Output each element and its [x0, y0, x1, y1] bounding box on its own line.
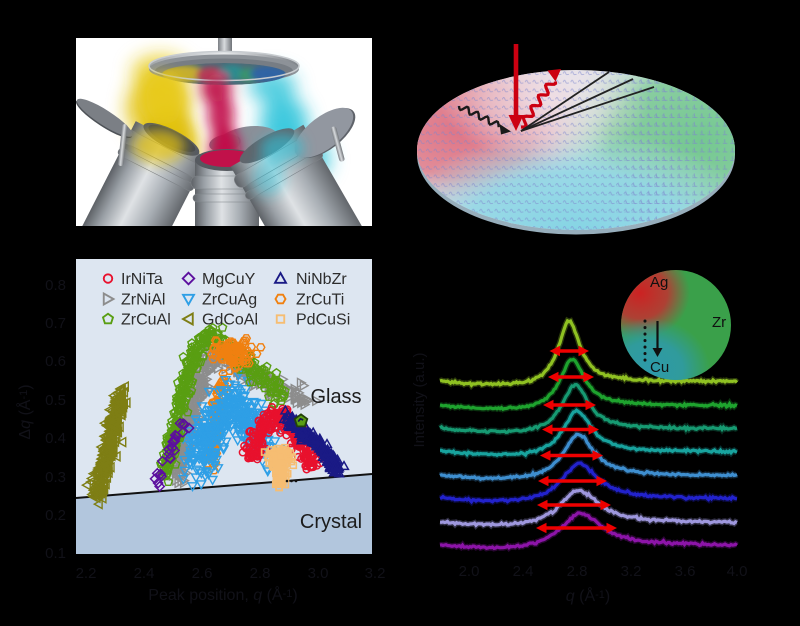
svg-text:0.7: 0.7: [45, 315, 66, 332]
svg-text:q (Å-1): q (Å-1): [566, 586, 610, 605]
svg-text:0.8: 0.8: [45, 277, 66, 294]
svg-text:NiNbZr: NiNbZr: [296, 271, 347, 288]
svg-text:Zr: Zr: [712, 314, 726, 331]
svg-text:Glass: Glass: [310, 386, 361, 408]
svg-text:Crystal: Crystal: [300, 511, 362, 533]
svg-text:IrNiTa: IrNiTa: [121, 271, 163, 288]
svg-text:2.2: 2.2: [76, 565, 97, 582]
svg-text:2.8: 2.8: [250, 565, 271, 582]
svg-text:2.0: 2.0: [459, 563, 480, 580]
svg-text:3.2: 3.2: [621, 563, 642, 580]
svg-text:ZrCuTi: ZrCuTi: [296, 292, 344, 309]
svg-text:Intensity (a.u.): Intensity (a.u.): [411, 352, 428, 447]
svg-text:Peak position, q (Å-1): Peak position, q (Å-1): [148, 585, 297, 604]
svg-text:0.1: 0.1: [45, 545, 66, 562]
svg-text:0.5: 0.5: [45, 392, 66, 409]
svg-text:2.8: 2.8: [567, 563, 588, 580]
svg-text:Cu: Cu: [650, 359, 669, 376]
svg-text:ZrCuAg: ZrCuAg: [202, 292, 257, 309]
svg-text:0.3: 0.3: [45, 469, 66, 486]
svg-text:0.6: 0.6: [45, 353, 66, 370]
svg-text:2.4: 2.4: [513, 563, 534, 580]
svg-text:3.6: 3.6: [675, 563, 696, 580]
svg-text:ZrCuAl: ZrCuAl: [121, 312, 171, 329]
svg-text:3.0: 3.0: [308, 565, 329, 582]
svg-text:3.2: 3.2: [365, 565, 386, 582]
svg-text:GdCoAl: GdCoAl: [202, 312, 258, 329]
svg-text:0.4: 0.4: [45, 430, 66, 447]
svg-text:0.2: 0.2: [45, 507, 66, 524]
svg-text:PdCuSi: PdCuSi: [296, 312, 350, 329]
svg-text:Δq (Å-1): Δq (Å-1): [15, 384, 34, 439]
svg-text:2.4: 2.4: [134, 565, 155, 582]
svg-text:ZrNiAl: ZrNiAl: [121, 292, 165, 309]
svg-text:MgCuY: MgCuY: [202, 271, 256, 288]
svg-text:2.6: 2.6: [192, 565, 213, 582]
svg-text:4.0: 4.0: [727, 563, 748, 580]
svg-text:Ag: Ag: [650, 274, 668, 291]
